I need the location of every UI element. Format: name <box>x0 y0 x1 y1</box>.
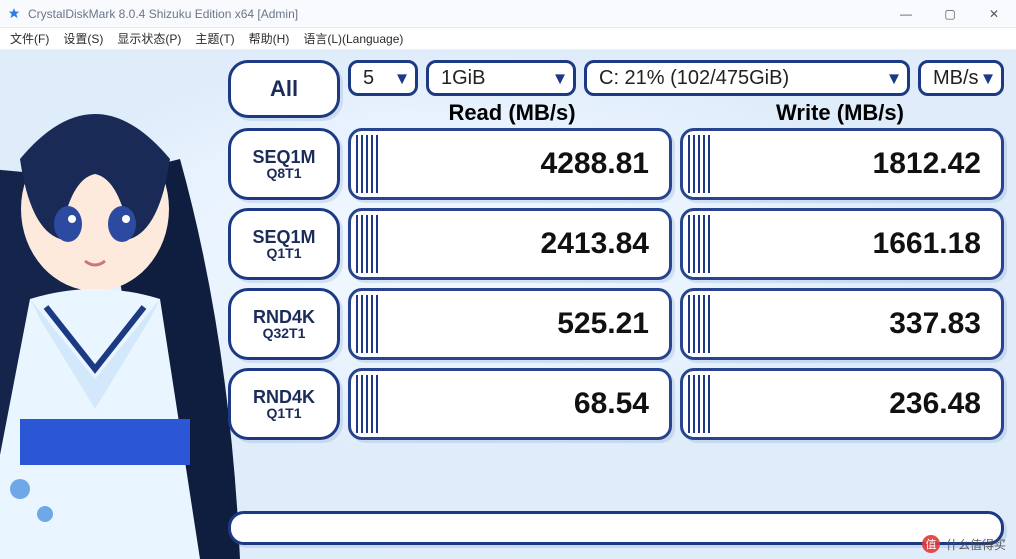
watermark: 值 什么值得买 <box>922 535 1006 553</box>
result-headers: Read (MB/s) Write (MB/s) <box>348 100 1004 126</box>
test-button-seq1m-q1t1[interactable]: SEQ1M Q1T1 <box>228 208 340 280</box>
test-sub: Q1T1 <box>266 406 301 420</box>
write-text: 236.48 <box>889 387 981 421</box>
window-title: CrystalDiskMark 8.0.4 Shizuku Edition x6… <box>28 7 298 21</box>
read-value-1: 2413.84 <box>348 208 672 280</box>
test-name: RND4K <box>253 388 315 406</box>
scale-ticks <box>688 135 712 193</box>
drive-select[interactable]: C: 21% (102/475GiB) ▾ <box>584 60 910 96</box>
drive-value: C: 21% (102/475GiB) <box>599 67 789 90</box>
test-sub: Q8T1 <box>266 166 301 180</box>
app-icon <box>6 6 22 22</box>
all-button[interactable]: All <box>228 60 340 118</box>
menu-file[interactable]: 文件(F) <box>10 30 49 47</box>
scale-ticks <box>688 375 712 433</box>
test-button-seq1m-q8t1[interactable]: SEQ1M Q8T1 <box>228 128 340 200</box>
minimize-icon: — <box>900 7 912 21</box>
close-button[interactable]: ✕ <box>972 0 1016 28</box>
maximize-button[interactable]: ▢ <box>928 0 972 28</box>
chevron-down-icon: ▾ <box>397 66 407 91</box>
test-name: RND4K <box>253 308 315 326</box>
scale-ticks <box>688 295 712 353</box>
test-name: SEQ1M <box>252 228 315 246</box>
test-row: SEQ1M Q1T1 2413.84 1661.18 <box>228 208 1004 280</box>
test-button-rnd4k-q32t1[interactable]: RND4K Q32T1 <box>228 288 340 360</box>
read-value-0: 4288.81 <box>348 128 672 200</box>
minimize-button[interactable]: — <box>884 0 928 28</box>
write-text: 1812.42 <box>873 147 981 181</box>
write-text: 337.83 <box>889 307 981 341</box>
client-area: All 5 ▾ 1GiB ▾ C: 21% (102/475GiB) <box>0 50 1016 559</box>
read-text: 4288.81 <box>541 147 649 181</box>
shizuku-character <box>0 59 260 559</box>
maximize-icon: ▢ <box>944 7 955 21</box>
chevron-down-icon: ▾ <box>983 66 993 91</box>
benchmark-panel: All 5 ▾ 1GiB ▾ C: 21% (102/475GiB) <box>228 60 1004 545</box>
unit-select[interactable]: MB/s ▾ <box>918 60 1004 96</box>
result-grid: SEQ1M Q8T1 4288.81 1812.42 SEQ1M <box>228 128 1004 448</box>
test-row: RND4K Q1T1 68.54 236.48 <box>228 368 1004 440</box>
menu-help[interactable]: 帮助(H) <box>249 30 290 47</box>
loops-select[interactable]: 5 ▾ <box>348 60 418 96</box>
write-value-2: 337.83 <box>680 288 1004 360</box>
read-text: 2413.84 <box>541 227 649 261</box>
test-button-rnd4k-q1t1[interactable]: RND4K Q1T1 <box>228 368 340 440</box>
scale-ticks <box>356 375 380 433</box>
size-value: 1GiB <box>441 67 485 90</box>
close-icon: ✕ <box>989 7 999 21</box>
menu-theme[interactable]: 主题(T) <box>195 30 234 47</box>
statusbar <box>228 511 1004 545</box>
menu-language[interactable]: 语言(L)(Language) <box>303 30 403 47</box>
read-text: 68.54 <box>574 387 649 421</box>
menubar: 文件(F) 设置(S) 显示状态(P) 主题(T) 帮助(H) 语言(L)(La… <box>0 28 1016 50</box>
scale-ticks <box>688 215 712 273</box>
write-value-3: 236.48 <box>680 368 1004 440</box>
read-value-3: 68.54 <box>348 368 672 440</box>
scale-ticks <box>356 295 380 353</box>
test-row: SEQ1M Q8T1 4288.81 1812.42 <box>228 128 1004 200</box>
status-pill <box>228 511 1004 545</box>
all-label: All <box>270 78 298 100</box>
test-name: SEQ1M <box>252 148 315 166</box>
scale-ticks <box>356 135 380 193</box>
scale-ticks <box>356 215 380 273</box>
menu-settings[interactable]: 设置(S) <box>63 30 103 47</box>
size-select[interactable]: 1GiB ▾ <box>426 60 576 96</box>
chevron-down-icon: ▾ <box>889 66 899 91</box>
watermark-icon: 值 <box>922 535 940 553</box>
chevron-down-icon: ▾ <box>555 66 565 91</box>
write-value-1: 1661.18 <box>680 208 1004 280</box>
test-row: RND4K Q32T1 525.21 337.83 <box>228 288 1004 360</box>
read-value-2: 525.21 <box>348 288 672 360</box>
titlebar: CrystalDiskMark 8.0.4 Shizuku Edition x6… <box>0 0 1016 28</box>
menu-display[interactable]: 显示状态(P) <box>117 30 181 47</box>
write-text: 1661.18 <box>873 227 981 261</box>
write-value-0: 1812.42 <box>680 128 1004 200</box>
loops-value: 5 <box>363 67 374 90</box>
read-text: 525.21 <box>557 307 649 341</box>
write-header: Write (MB/s) <box>676 100 1004 126</box>
unit-value: MB/s <box>933 67 979 90</box>
watermark-text: 什么值得买 <box>946 536 1006 553</box>
read-header: Read (MB/s) <box>348 100 676 126</box>
test-sub: Q1T1 <box>266 246 301 260</box>
app-window: CrystalDiskMark 8.0.4 Shizuku Edition x6… <box>0 0 1016 559</box>
test-sub: Q32T1 <box>263 326 306 340</box>
